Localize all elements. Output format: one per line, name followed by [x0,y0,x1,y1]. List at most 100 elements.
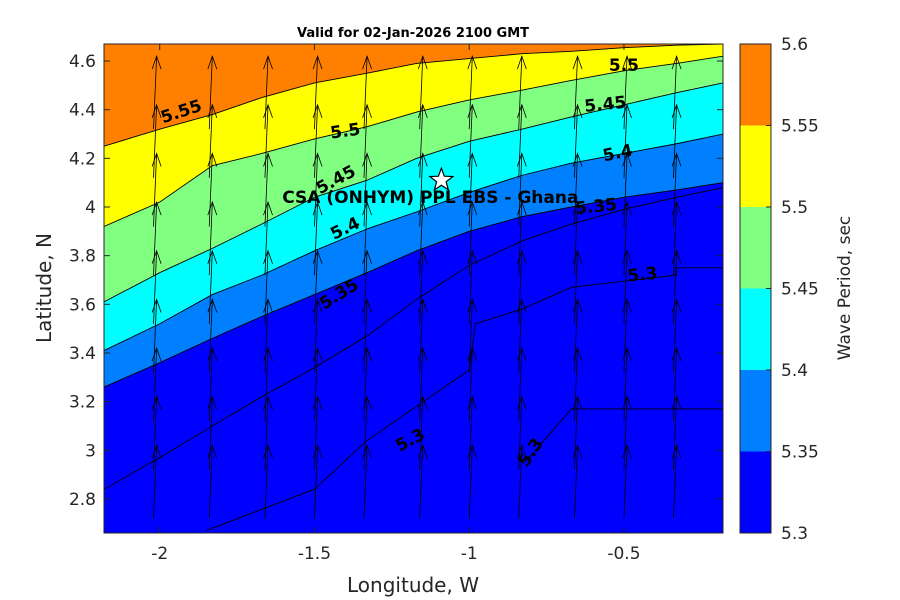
wave-arrow [207,298,218,373]
wave-arrow [572,200,583,276]
wave-arrow [516,200,527,276]
wave-arrow [516,444,527,519]
y-tick-label: 3.4 [69,344,96,364]
wave-arrow [417,298,428,373]
wave-arrow [417,152,428,227]
colorbar-tick-label: 5.45 [781,280,819,300]
wave-arrow [417,395,428,470]
y-axis-ticks: 2.8 3 3.2 3.4 3.6 3.8 4 4.2 4.4 4.6 [69,52,723,510]
wave-arrow [151,444,162,519]
wave-arrow [417,346,428,422]
wave-arrow [622,200,632,276]
x-tick-label: -0.5 [607,544,640,564]
wave-arrow [312,298,323,373]
wave-arrow [151,152,162,227]
wave-arrow [671,200,682,276]
contour-fills [104,44,723,533]
x-tick-label: -1 [461,544,478,564]
wave-arrow [516,298,527,373]
y-tick-label: 4.6 [69,52,96,72]
contour-label: 5.5 [329,120,362,144]
wave-arrow [263,298,273,373]
wave-arrow [263,103,273,178]
wave-arrow [467,200,478,276]
contour-line-5.3 [205,267,723,531]
x-axis-ticks: -2 -1.5 -1 -0.5 [151,44,641,564]
x-tick-label: -1.5 [298,544,331,564]
wave-arrow [671,249,682,324]
wave-arrow [572,103,583,178]
wave-arrow [417,54,428,130]
wave-arrow [467,298,478,373]
wave-arrow [151,54,162,130]
wave-arrow [263,152,273,227]
contour-line-5.5 [104,55,723,227]
wave-arrow [622,444,632,519]
wave-arrow [312,249,323,324]
contour-label: 5.5 [609,56,639,76]
contour-label: 5.45 [583,93,627,117]
y-tick-label: 4 [85,198,96,218]
wave-arrow [151,200,162,276]
contour-line-5.3 [104,187,723,490]
wave-arrow [467,152,478,227]
site-star-icon [428,166,455,192]
wave-arrow [622,54,632,130]
wave-arrow [467,444,478,519]
y-tick-label: 2.8 [69,490,96,510]
colorbar-swatch [740,207,771,289]
wave-arrow [417,444,428,519]
wave-arrow [362,152,372,227]
wave-arrow [671,444,682,519]
colorbar-tick-label: 5.55 [781,117,819,137]
colorbar-swatch [740,451,771,533]
wave-arrow [263,444,273,519]
wave-arrow [207,103,218,178]
wave-arrow [151,346,162,422]
wave-arrow [207,444,218,519]
y-tick-label: 4.2 [69,149,96,169]
colorbar-tick-label: 5.3 [781,524,808,544]
wave-arrow [312,395,323,470]
wave-arrow [417,249,428,324]
wave-arrow [362,54,372,130]
wave-arrow [671,298,682,373]
wave-arrow [207,152,218,227]
wave-arrow [362,103,372,178]
wave-arrow [362,298,372,373]
contour-line-5.35 [104,182,723,388]
wave-arrow [671,152,682,227]
wave-arrow [516,152,527,227]
colorbar-tick-label: 5.35 [781,443,819,463]
colorbar-tick-label: 5.6 [781,35,808,55]
site-marker-group: CSA (ONHYM) PPL EBS - Ghana [282,166,578,208]
wave-arrow [312,444,323,519]
colorbar-tick-label: 5.4 [781,361,808,381]
wave-arrow [151,103,162,178]
wave-arrow [467,54,478,130]
wave-arrow [207,346,218,422]
colorbar-label: Wave Period, sec [835,216,855,361]
y-tick-label: 4.4 [69,101,96,121]
wave-arrow [572,249,583,324]
y-tick-label: 3.6 [69,295,96,315]
wave-arrow [312,200,323,276]
wave-arrow [622,395,632,470]
wave-arrow [467,395,478,470]
wave-arrow [151,249,162,324]
wave-arrow [263,200,273,276]
wave-arrow [572,444,583,519]
wave-arrow [516,249,527,324]
wave-arrow [263,346,273,422]
wave-arrow [671,395,682,470]
wave-arrow [572,395,583,470]
wave-arrow [572,152,583,227]
chart-title: Valid for 02-Jan-2026 2100 GMT [297,26,529,41]
y-tick-label: 3 [85,441,96,461]
colorbar-swatch [740,125,771,207]
wave-arrow [207,249,218,324]
colorbar-tick-label: 5.5 [781,198,808,218]
wave-arrow [516,395,527,470]
wave-arrow [312,103,323,178]
colorbar-swatch [740,288,771,370]
